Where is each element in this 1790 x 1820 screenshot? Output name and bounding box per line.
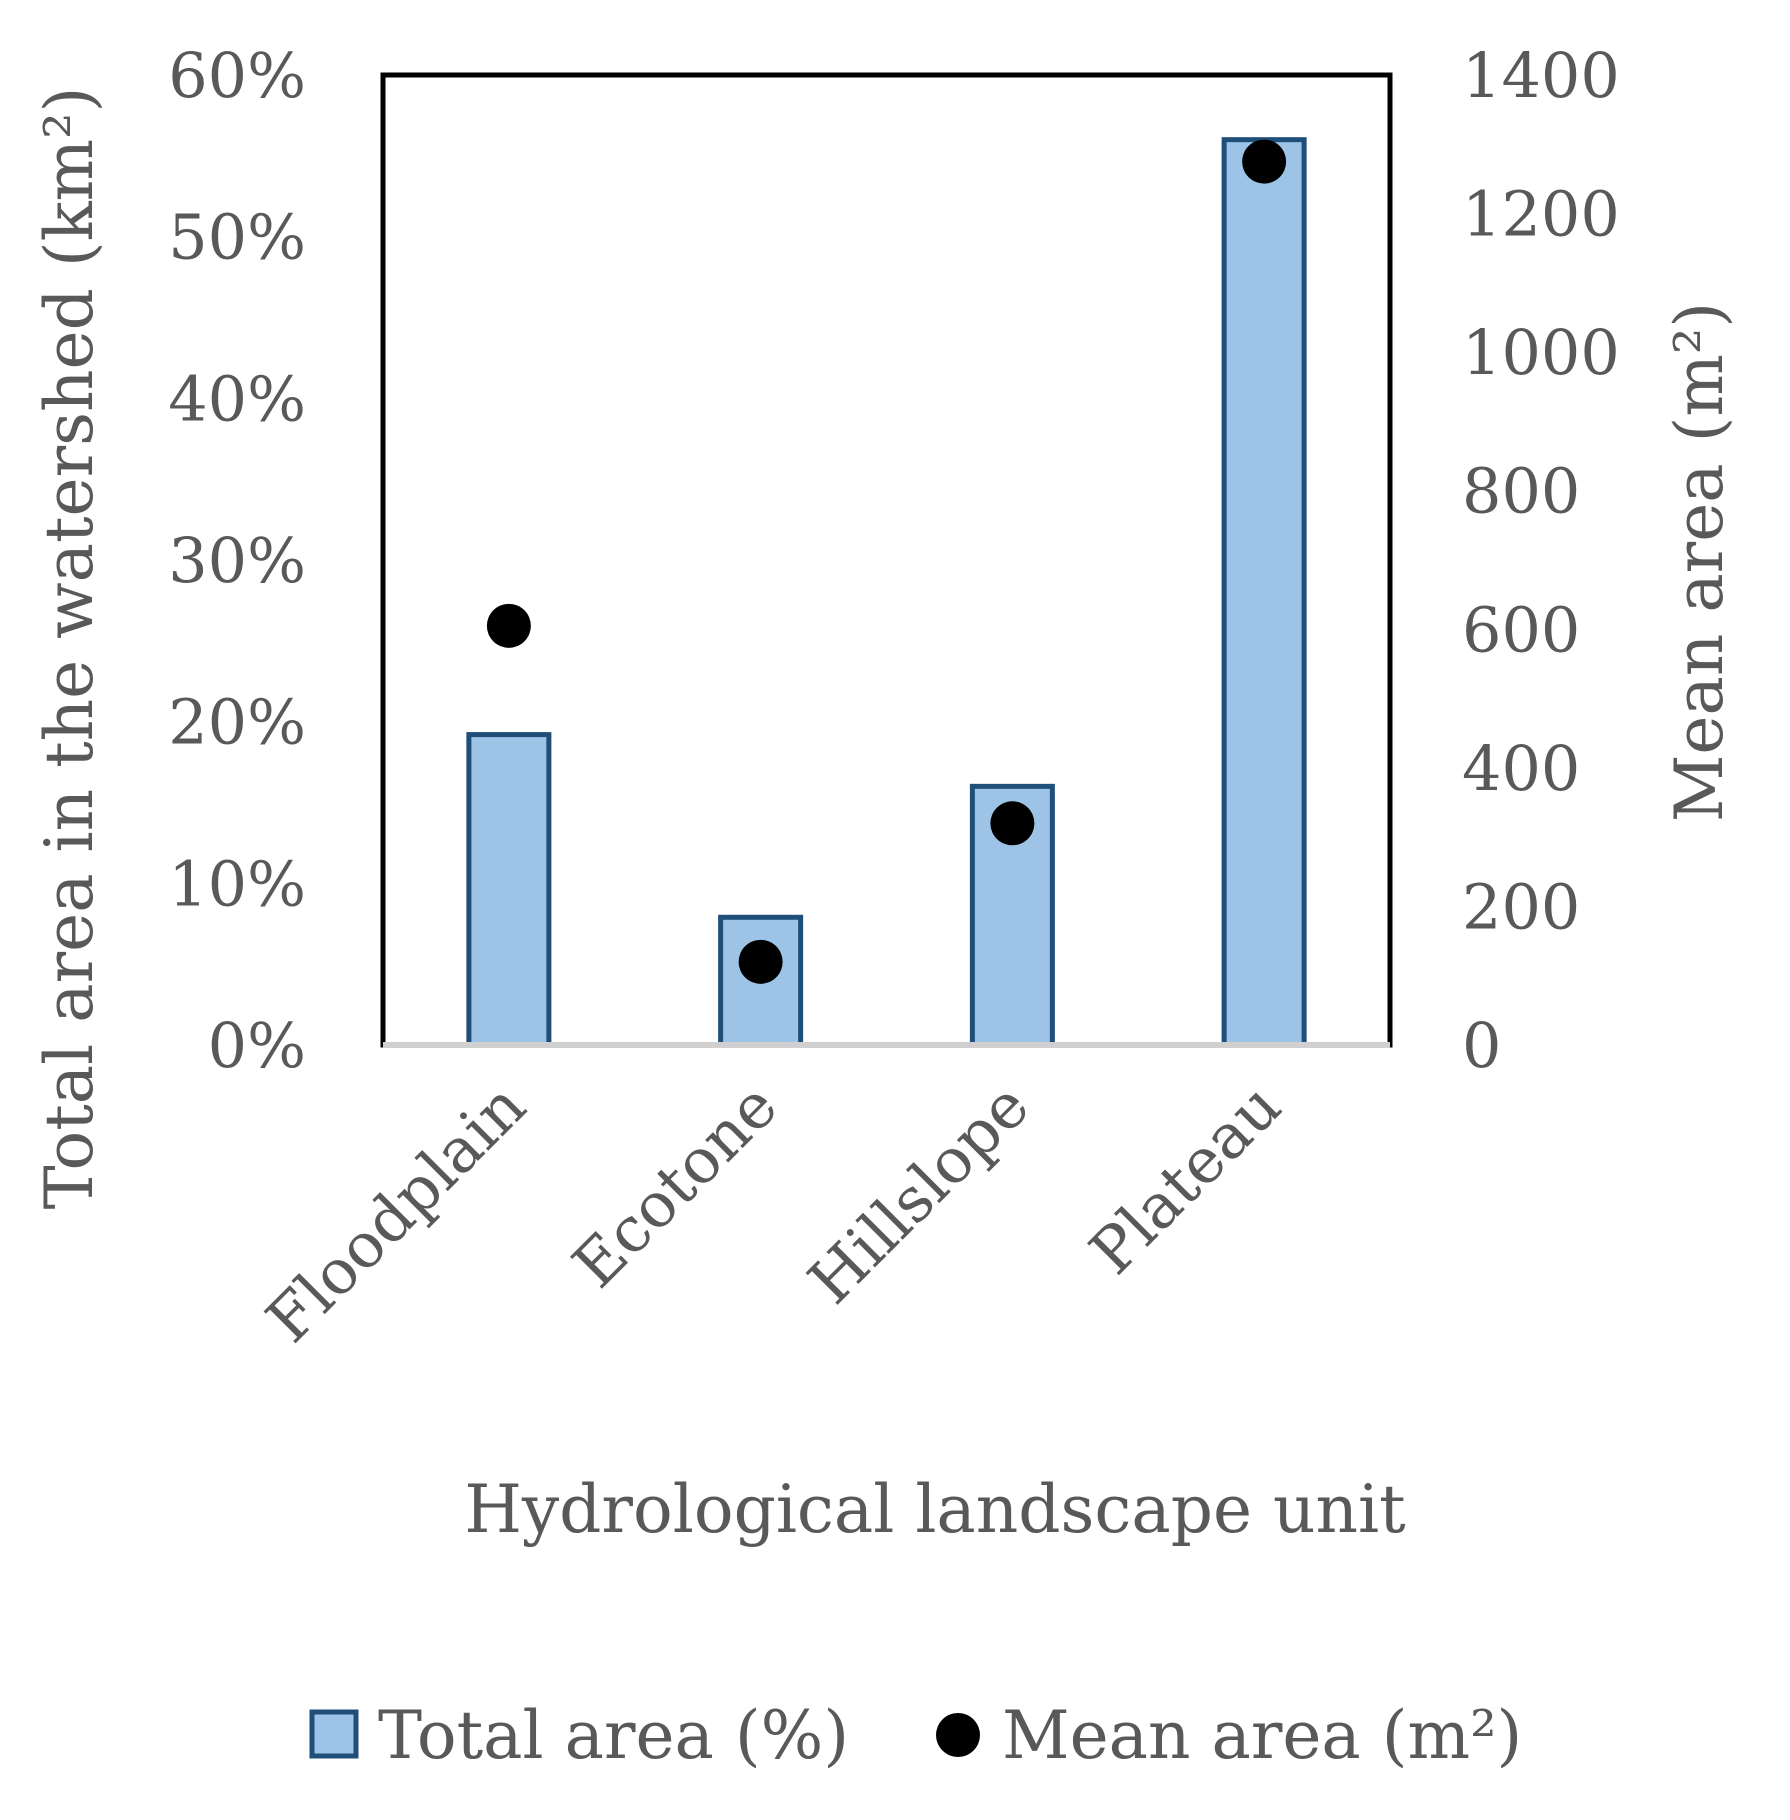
legend-point-swatch (936, 1713, 980, 1757)
right-tick-label: 1200 (1462, 178, 1620, 251)
point-hillslope (990, 801, 1035, 846)
right-tick-label: 1400 (1462, 39, 1620, 112)
legend-bar-swatch (309, 1709, 359, 1759)
category-label-floodplain: Floodplain (252, 1069, 539, 1356)
category-label-hillslope: Hillslope (794, 1069, 1043, 1318)
left-axis-title: Total area in the watershed (km²) (31, 87, 108, 1210)
right-axis-ticks: 0 200 400 600 800 1000 1200 1400 (1462, 39, 1620, 1082)
point-series (486, 139, 1287, 984)
right-tick-label: 800 (1462, 455, 1580, 528)
left-axis-ticks: 0% 10% 20% 30% 40% 50% 60% (168, 39, 306, 1082)
point-ecotone (738, 939, 783, 984)
left-tick-label: 60% (168, 39, 306, 112)
point-floodplain (486, 603, 531, 648)
legend-point-label: Mean area (m²) (1002, 1697, 1522, 1774)
legend: Total area (%) Mean area (m²) (309, 1697, 1522, 1774)
bar-series (466, 137, 1307, 1048)
bar-plateau (1221, 137, 1307, 1048)
category-labels: Floodplain Ecotone Hillslope Plateau (252, 1069, 1295, 1356)
right-tick-label: 200 (1462, 870, 1580, 943)
category-label-plateau: Plateau (1076, 1069, 1295, 1288)
right-tick-label: 600 (1462, 593, 1580, 666)
right-tick-label: 1000 (1462, 316, 1620, 389)
left-tick-label: 0% (208, 1009, 306, 1082)
legend-bar-label: Total area (%) (378, 1697, 849, 1774)
left-tick-label: 50% (168, 201, 306, 274)
x-axis-title: Hydrological landscape unit (464, 1471, 1405, 1548)
left-tick-label: 40% (168, 362, 306, 435)
category-label-ecotone: Ecotone (558, 1069, 791, 1302)
right-tick-label: 0 (1462, 1009, 1501, 1082)
left-tick-label: 30% (168, 524, 306, 597)
left-tick-label: 20% (168, 686, 306, 759)
point-plateau (1242, 139, 1287, 184)
left-tick-label: 10% (168, 847, 306, 920)
right-tick-label: 400 (1462, 732, 1580, 805)
bar-floodplain (466, 732, 552, 1048)
right-axis-title: Mean area (m²) (1661, 302, 1738, 822)
